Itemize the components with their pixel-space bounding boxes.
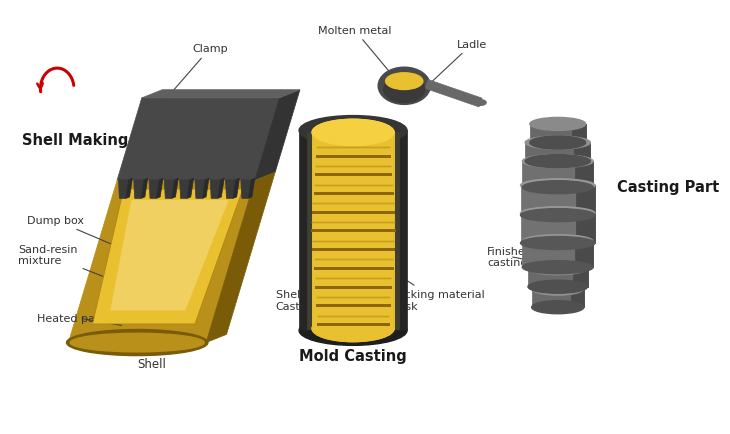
Ellipse shape bbox=[384, 77, 425, 103]
Polygon shape bbox=[248, 179, 255, 199]
Text: Casting Part: Casting Part bbox=[618, 179, 720, 194]
Ellipse shape bbox=[299, 116, 407, 146]
Polygon shape bbox=[574, 143, 591, 162]
Polygon shape bbox=[164, 181, 174, 199]
Polygon shape bbox=[572, 125, 585, 143]
Polygon shape bbox=[307, 133, 399, 329]
Polygon shape bbox=[312, 133, 394, 329]
Ellipse shape bbox=[528, 262, 588, 275]
Ellipse shape bbox=[520, 209, 595, 222]
Ellipse shape bbox=[385, 74, 423, 90]
Ellipse shape bbox=[70, 333, 204, 352]
Polygon shape bbox=[520, 186, 595, 216]
Polygon shape bbox=[528, 269, 588, 287]
Polygon shape bbox=[299, 131, 407, 331]
Ellipse shape bbox=[531, 301, 584, 314]
Polygon shape bbox=[577, 214, 595, 243]
Polygon shape bbox=[575, 242, 593, 268]
Polygon shape bbox=[118, 181, 128, 199]
Polygon shape bbox=[218, 179, 224, 199]
Polygon shape bbox=[577, 186, 595, 216]
Text: Ladle: Ladle bbox=[429, 39, 488, 85]
Ellipse shape bbox=[378, 68, 430, 105]
Ellipse shape bbox=[523, 155, 593, 168]
Polygon shape bbox=[531, 289, 584, 308]
Ellipse shape bbox=[523, 261, 593, 274]
Polygon shape bbox=[312, 133, 394, 329]
Ellipse shape bbox=[523, 181, 593, 194]
Text: Shell: Shell bbox=[138, 357, 166, 370]
Ellipse shape bbox=[520, 179, 595, 192]
Text: Shell Making: Shell Making bbox=[22, 133, 128, 148]
Text: Heated pattern: Heated pattern bbox=[36, 313, 122, 326]
Polygon shape bbox=[520, 214, 595, 243]
Polygon shape bbox=[425, 80, 482, 108]
Polygon shape bbox=[523, 242, 593, 268]
Polygon shape bbox=[93, 190, 243, 324]
Polygon shape bbox=[156, 179, 163, 199]
Text: Dump box: Dump box bbox=[28, 216, 122, 249]
Text: Shell mold
Casting: Shell mold Casting bbox=[276, 278, 334, 311]
Text: Clamp: Clamp bbox=[162, 44, 228, 104]
Ellipse shape bbox=[530, 118, 585, 131]
Polygon shape bbox=[195, 181, 205, 199]
Ellipse shape bbox=[312, 316, 394, 342]
Ellipse shape bbox=[312, 120, 394, 146]
Polygon shape bbox=[187, 179, 193, 199]
Polygon shape bbox=[202, 179, 209, 199]
Polygon shape bbox=[530, 125, 585, 143]
Polygon shape bbox=[255, 90, 300, 181]
Polygon shape bbox=[572, 269, 588, 287]
Text: Sand-resin
mixture: Sand-resin mixture bbox=[18, 244, 103, 277]
Ellipse shape bbox=[299, 316, 407, 345]
Polygon shape bbox=[180, 181, 190, 199]
Polygon shape bbox=[141, 179, 147, 199]
Polygon shape bbox=[206, 172, 275, 343]
Ellipse shape bbox=[66, 330, 208, 356]
Text: Backing material
Flask: Backing material Flask bbox=[391, 276, 485, 311]
Text: Finished
casting: Finished casting bbox=[487, 246, 533, 268]
Polygon shape bbox=[575, 162, 593, 188]
Polygon shape bbox=[118, 99, 280, 181]
Text: Mold Casting: Mold Casting bbox=[299, 349, 407, 363]
Polygon shape bbox=[241, 181, 251, 199]
Polygon shape bbox=[118, 172, 275, 181]
Polygon shape bbox=[172, 179, 178, 199]
Polygon shape bbox=[149, 181, 159, 199]
Polygon shape bbox=[126, 179, 132, 199]
Polygon shape bbox=[233, 179, 239, 199]
Ellipse shape bbox=[525, 155, 591, 168]
Ellipse shape bbox=[475, 101, 486, 106]
Polygon shape bbox=[111, 201, 228, 310]
Ellipse shape bbox=[531, 283, 584, 296]
Ellipse shape bbox=[520, 207, 595, 220]
Ellipse shape bbox=[520, 237, 595, 250]
Polygon shape bbox=[525, 143, 591, 162]
Ellipse shape bbox=[530, 137, 585, 150]
Ellipse shape bbox=[528, 281, 588, 293]
Text: Molten metal: Molten metal bbox=[318, 26, 393, 77]
Polygon shape bbox=[571, 289, 584, 308]
Ellipse shape bbox=[312, 120, 394, 146]
Text: Ejector pin: Ejector pin bbox=[193, 105, 266, 151]
Polygon shape bbox=[210, 181, 220, 199]
Ellipse shape bbox=[312, 316, 394, 342]
Polygon shape bbox=[523, 162, 593, 188]
Polygon shape bbox=[134, 181, 144, 199]
Polygon shape bbox=[142, 90, 300, 99]
Polygon shape bbox=[69, 181, 255, 343]
Ellipse shape bbox=[523, 235, 593, 248]
Polygon shape bbox=[226, 181, 236, 199]
Ellipse shape bbox=[525, 137, 591, 150]
